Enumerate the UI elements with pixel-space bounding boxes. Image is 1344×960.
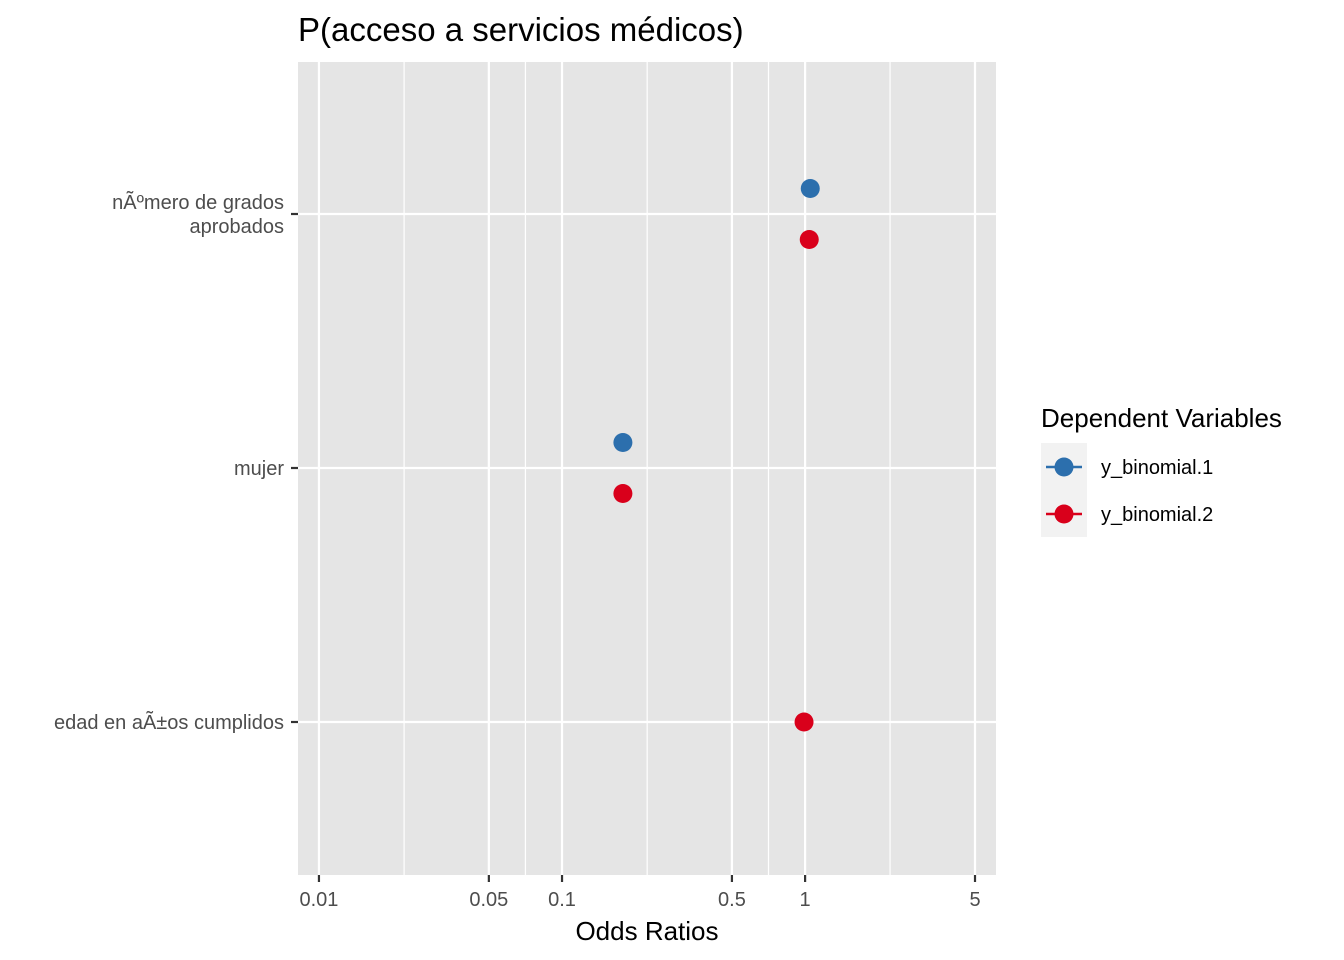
y-tick-label: edad en aÃ±os cumplidos bbox=[54, 710, 284, 734]
data-point bbox=[794, 712, 814, 732]
legend: Dependent Variables y_binomial.1 y_binomi… bbox=[1041, 403, 1282, 537]
y-tick-label: mujer bbox=[234, 458, 284, 480]
legend-key-point bbox=[1054, 504, 1074, 524]
data-point bbox=[613, 484, 633, 503]
x-tick-label: 1 bbox=[800, 889, 811, 911]
y-tick-label: nÃºmero de grados aprobados bbox=[112, 190, 284, 238]
chart-title: P(acceso a servicios médicos) bbox=[298, 11, 744, 48]
legend-label: y_binomial.1 bbox=[1101, 457, 1213, 479]
legend-label: y_binomial.2 bbox=[1101, 504, 1213, 526]
legend-title: Dependent Variables bbox=[1041, 403, 1282, 433]
major-gridlines bbox=[298, 62, 996, 875]
x-tick-label: 0.1 bbox=[548, 889, 576, 911]
data-point bbox=[613, 433, 633, 452]
x-axis-title: Odds Ratios bbox=[575, 916, 718, 946]
x-tick-label: 0.05 bbox=[469, 889, 508, 911]
data-points bbox=[613, 179, 820, 732]
data-point bbox=[800, 179, 820, 198]
y-axis: nÃºmero de grados aprobados mujer edad en a… bbox=[54, 190, 298, 734]
x-tick-label: 0.5 bbox=[718, 889, 746, 911]
legend-key-point bbox=[1054, 457, 1074, 477]
x-tick-label: 0.01 bbox=[299, 889, 338, 911]
data-point bbox=[799, 230, 819, 249]
x-tick-label: 5 bbox=[969, 889, 980, 911]
x-axis: 0.01 0.05 0.1 0.5 1 5 bbox=[299, 875, 981, 911]
